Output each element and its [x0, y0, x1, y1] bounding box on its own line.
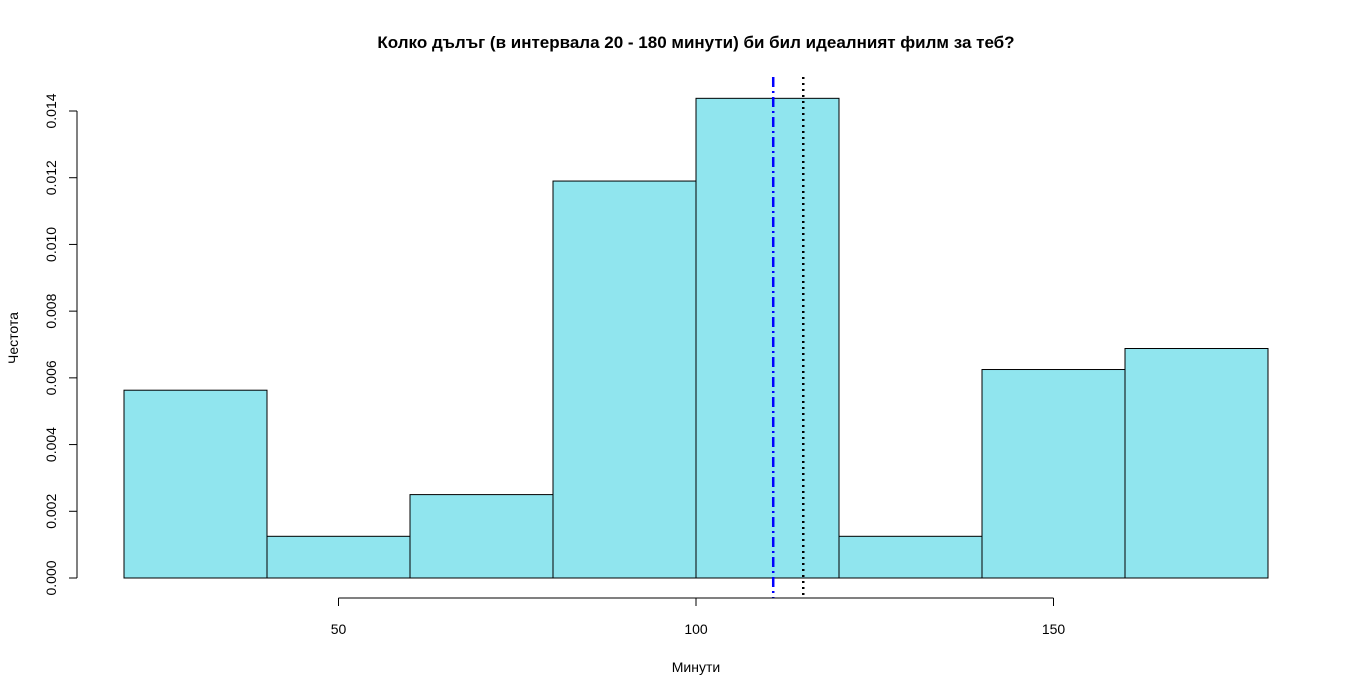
x-tick-label: 150: [1042, 621, 1066, 637]
y-tick-label: 0.006: [43, 360, 59, 395]
bars-group: [123, 97, 1269, 579]
histogram-bar-1: [123, 389, 268, 579]
histogram-bar-3: [409, 494, 554, 579]
histogram-bar-2: [266, 535, 411, 579]
x-tick-label: 50: [331, 621, 347, 637]
y-axis-label: Честота: [5, 312, 21, 364]
y-axis: 0.000 0.002 0.004 0.006 0.008 0.010 0.012 0.014: [43, 93, 78, 596]
y-tick-label: 0.002: [43, 494, 59, 529]
chart-title: Колко дълъг (в интервала 20 - 180 минути…: [377, 33, 1014, 52]
y-tick-label: 0.004: [43, 427, 59, 462]
y-tick-label: 0.010: [43, 227, 59, 262]
histogram-bar-8: [1124, 348, 1269, 579]
reference-lines-group: [771, 77, 805, 598]
histogram-bar-7: [981, 369, 1126, 579]
histogram-bar-5: [695, 97, 840, 579]
y-tick-label: 0.012: [43, 160, 59, 195]
x-axis: 50 100 150: [331, 597, 1066, 637]
y-tick-label: 0.000: [43, 560, 59, 595]
x-tick-label: 100: [684, 621, 708, 637]
histogram-bar-6: [838, 535, 983, 579]
x-axis-label: Минути: [672, 659, 720, 675]
histogram-bar-4: [552, 180, 697, 579]
y-tick-label: 0.008: [43, 293, 59, 328]
y-tick-label: 0.014: [43, 93, 59, 128]
